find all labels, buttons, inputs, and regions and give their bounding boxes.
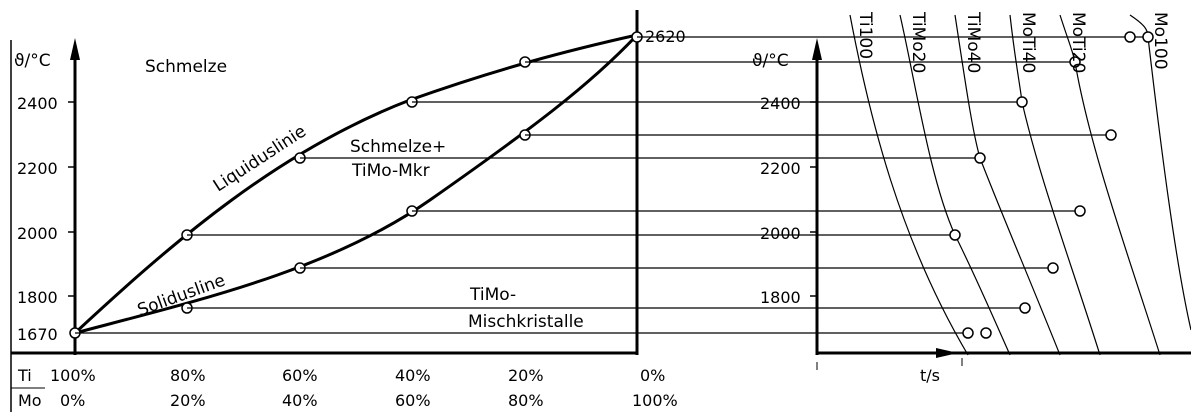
curve-label-mo100: Mo100 <box>1150 12 1170 70</box>
curve-label-moti20: MoTi20 <box>1068 12 1088 73</box>
phase-y-tick-marks <box>68 101 75 297</box>
mo-value: 20% <box>170 391 206 410</box>
mo-value: 80% <box>508 391 544 410</box>
phase-y-tick-1800: 1800 <box>17 288 58 307</box>
ti-value: 100% <box>50 366 96 385</box>
cooling-y-tick-2200: 2200 <box>760 159 801 178</box>
cooling-curve-labels: Ti100 TiMo20 TiMo40 MoTi40 MoTi20 Mo100 <box>855 11 1170 73</box>
liquidus-curve <box>73 33 638 335</box>
region-two-phase-1: Schmelze+ <box>350 137 446 157</box>
mo-value: 0% <box>60 391 85 410</box>
ti-value: 80% <box>170 366 206 385</box>
cooling-y-axis-label: ϑ/°C <box>752 51 789 71</box>
phase-y-tick-1670: 1670 <box>17 325 58 344</box>
curve-label-moti40: MoTi40 <box>1018 12 1038 73</box>
cooling-x-axis-arrow <box>936 348 958 358</box>
phase-y-axis-arrow <box>70 38 80 60</box>
cooling-y-tick-2000: 2000 <box>760 224 801 243</box>
ti-value: 20% <box>508 366 544 385</box>
cooling-x-axis-label: t/s <box>920 366 940 385</box>
phase-y-tick-2400: 2400 <box>17 94 58 113</box>
cooling-y-tick-1800: 1800 <box>760 288 801 307</box>
curve-label-timo40: TiMo40 <box>963 11 983 73</box>
region-solid-1: TiMo- <box>469 285 516 305</box>
mo-value: 100% <box>632 391 678 410</box>
cooling-y-tick-marks <box>810 101 817 297</box>
mo-row-label: Mo <box>18 391 42 410</box>
curve-label-timo20: TiMo20 <box>908 11 928 73</box>
ti-value: 40% <box>395 366 431 385</box>
phase-y-axis-label: ϑ/°C <box>14 51 51 71</box>
cooling-curve-moti40 <box>1009 14 1101 356</box>
phase-y-tick-2200: 2200 <box>17 159 58 178</box>
cooling-y-axis-arrow <box>812 38 822 60</box>
ti-values: 100% 80% 60% 40% 20% 0% <box>50 366 665 385</box>
curve-label-ti100: Ti100 <box>855 11 875 59</box>
phase-y-tick-2000: 2000 <box>17 224 58 243</box>
mo-value: 60% <box>395 391 431 410</box>
ti-value: 0% <box>640 366 665 385</box>
transfer-lines <box>75 36 1148 334</box>
cooling-curve-ti100 <box>849 14 969 356</box>
phase-curve-markers <box>69 31 643 339</box>
cooling-y-tick-2400: 2400 <box>760 94 801 113</box>
solidus-curve <box>74 33 639 335</box>
mo-values: 0% 20% 40% 60% 80% 100% <box>60 391 678 410</box>
cooling-curve-timo20 <box>899 14 1011 356</box>
ti-row-label: Ti <box>17 366 32 385</box>
cooling-curve-moti20 <box>1059 14 1161 356</box>
region-solid-2: Mischkristalle <box>468 312 584 332</box>
region-melt: Schmelze <box>145 57 227 77</box>
mo-value: 40% <box>282 391 318 410</box>
region-two-phase-2: TiMo-Mkr <box>351 161 430 181</box>
ti-value: 60% <box>282 366 318 385</box>
cooling-curve-markers <box>949 31 1154 339</box>
cooling-curve-mo100 <box>1129 14 1191 331</box>
cooling-curves <box>849 14 1191 356</box>
